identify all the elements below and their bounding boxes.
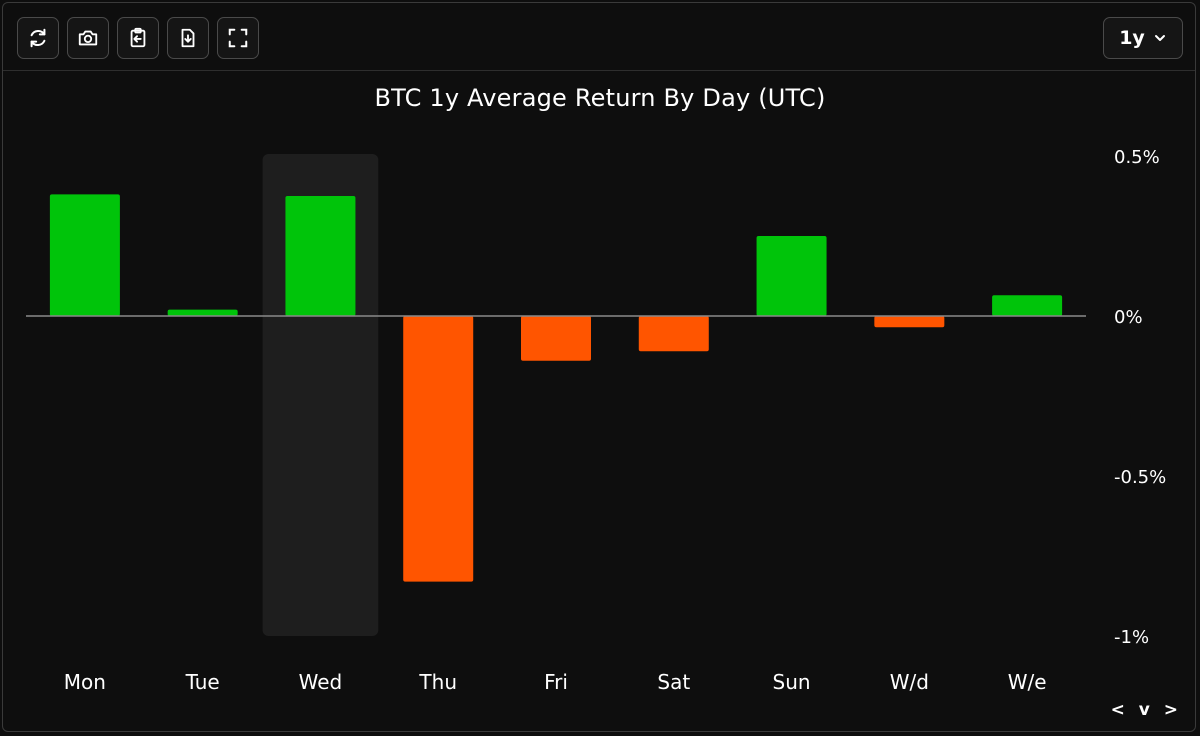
- bar-thu: [403, 316, 474, 582]
- bar-tue: [167, 309, 238, 316]
- fullscreen-icon: [228, 28, 248, 48]
- x-tick-label: Tue: [185, 670, 220, 694]
- bar-w-e: [992, 295, 1063, 316]
- range-selector[interactable]: 1y: [1103, 17, 1183, 59]
- x-tick-label: Fri: [544, 670, 568, 694]
- bar-mon: [49, 194, 120, 316]
- series-nav-control[interactable]: < v >: [1110, 700, 1182, 720]
- chart-title: BTC 1y Average Return By Day (UTC): [374, 84, 826, 112]
- y-tick-label: -0.5%: [1114, 467, 1166, 488]
- y-tick-label: -1%: [1114, 627, 1149, 648]
- bar-sun: [756, 236, 827, 316]
- bar-sat: [638, 316, 709, 352]
- x-tick-label: Sun: [773, 670, 811, 694]
- screenshot-button[interactable]: [67, 17, 109, 59]
- camera-icon: [78, 30, 98, 46]
- download-button[interactable]: [167, 17, 209, 59]
- chevron-down-icon: [1154, 35, 1165, 41]
- x-tick-label: Wed: [299, 670, 343, 694]
- copy-clipboard-button[interactable]: [117, 17, 159, 59]
- x-tick-label: W/e: [1008, 670, 1047, 694]
- x-tick-label: Sat: [657, 670, 690, 694]
- fullscreen-button[interactable]: [217, 17, 259, 59]
- bar-fri: [521, 316, 591, 361]
- refresh-icon: [30, 28, 46, 48]
- x-tick-label: W/d: [890, 670, 929, 694]
- range-label: 1y: [1119, 27, 1145, 49]
- download-file-icon: [181, 28, 195, 48]
- y-tick-label: 0.5%: [1114, 147, 1160, 168]
- toolbar: 1y: [3, 3, 1195, 71]
- bar-wed: [285, 196, 356, 316]
- refresh-button[interactable]: [17, 17, 59, 59]
- clipboard-icon: [130, 27, 146, 48]
- x-tick-label: Mon: [64, 670, 106, 694]
- y-tick-label: 0%: [1114, 307, 1143, 328]
- bar-w-d: [874, 316, 945, 328]
- x-tick-label: Thu: [418, 670, 457, 694]
